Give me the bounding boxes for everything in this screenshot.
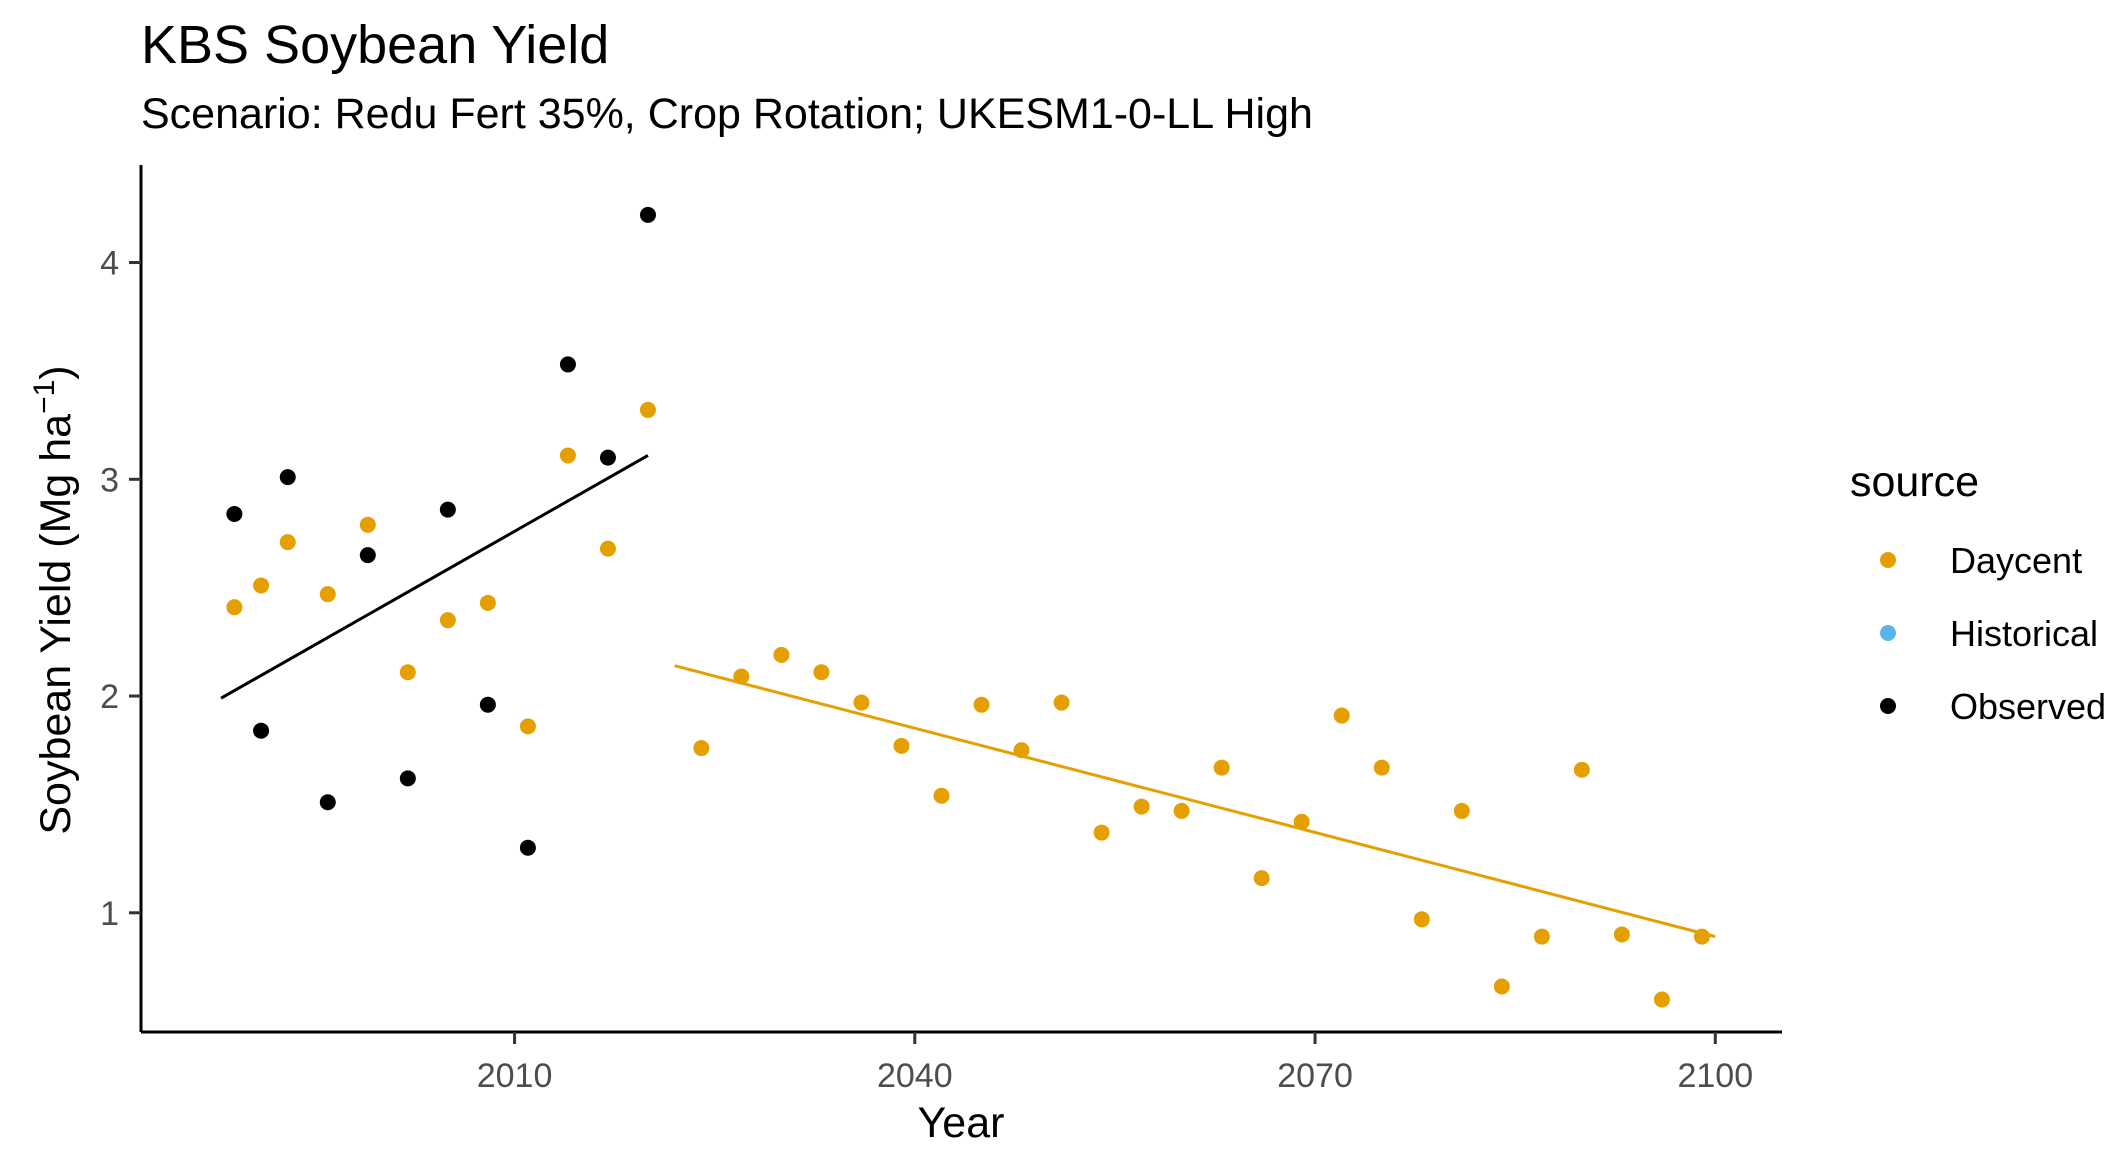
data-points (226, 206, 1710, 1008)
x-tick-label: 2100 (1677, 1057, 1753, 1095)
data-point-daycent (1573, 761, 1590, 778)
data-point-daycent (1653, 991, 1670, 1008)
y-tick-label: 2 (100, 678, 119, 716)
data-point-daycent (1533, 928, 1550, 945)
y-axis-ticks: 1 2 3 4 (100, 245, 141, 933)
data-point-daycent (933, 787, 950, 804)
data-point-observed (439, 501, 456, 518)
data-point-daycent (1373, 759, 1390, 776)
legend-label-historical: Historical (1950, 613, 2098, 654)
data-point-daycent (439, 612, 456, 629)
data-point-daycent (1613, 926, 1630, 943)
y-axis-title-text: Soybean Yield (Mg ha (32, 414, 80, 835)
data-point-daycent (733, 668, 750, 685)
data-point-daycent (1333, 707, 1350, 724)
legend-label-observed: Observed (1950, 686, 2106, 727)
legend-items: Daycent Historical Observed (1880, 540, 2106, 727)
y-tick-label: 4 (100, 245, 119, 283)
data-point-observed (519, 839, 536, 856)
data-point-observed (599, 449, 616, 466)
data-point-daycent (973, 696, 990, 713)
y-axis-title-superscript: −1 (28, 380, 61, 414)
trend-lines (220, 454, 1716, 939)
data-point-observed (279, 469, 296, 486)
trend-line-daycent (674, 664, 1716, 939)
legend: source Daycent Historical Observed (1850, 458, 2106, 727)
data-point-daycent (693, 740, 710, 757)
data-point-daycent (813, 664, 830, 681)
chart-title: KBS Soybean Yield (141, 15, 610, 75)
x-axis-ticks: 2010 2040 2070 2100 (477, 1032, 1753, 1095)
y-tick-label: 3 (100, 461, 119, 499)
data-point-observed (359, 547, 376, 564)
data-point-daycent (1093, 824, 1110, 841)
legend-key-daycent (1880, 552, 1896, 568)
data-point-daycent (1213, 759, 1230, 776)
data-point-daycent (639, 401, 656, 418)
x-tick-label: 2010 (477, 1057, 553, 1095)
data-point-daycent (599, 540, 616, 557)
data-point-daycent (1493, 978, 1510, 995)
data-point-daycent (253, 577, 270, 594)
legend-key-historical (1880, 625, 1896, 641)
y-axis-title-close: ) (32, 365, 80, 379)
data-point-observed (399, 770, 416, 787)
data-point-daycent (893, 737, 910, 754)
data-point-daycent (853, 694, 870, 711)
data-point-daycent (1253, 870, 1270, 887)
data-point-daycent (519, 718, 536, 735)
data-point-daycent (479, 594, 496, 611)
x-tick-label: 2070 (1277, 1057, 1353, 1095)
data-point-observed (253, 722, 270, 739)
data-point-daycent (773, 646, 790, 663)
y-axis-title: Soybean Yield (Mg ha−1) (28, 365, 80, 834)
data-point-daycent (1053, 694, 1070, 711)
data-point-daycent (226, 599, 243, 616)
chart-subtitle: Scenario: Redu Fert 35%, Crop Rotation; … (141, 90, 1313, 138)
data-point-daycent (1013, 742, 1030, 759)
data-point-observed (319, 794, 336, 811)
data-point-daycent (559, 447, 576, 464)
legend-label-daycent: Daycent (1950, 540, 2082, 581)
data-point-daycent (1413, 911, 1430, 928)
legend-title: source (1850, 458, 1979, 506)
x-tick-label: 2040 (877, 1057, 953, 1095)
legend-key-observed (1880, 698, 1896, 714)
data-point-observed (479, 696, 496, 713)
data-point-daycent (1293, 813, 1310, 830)
y-tick-label: 1 (100, 895, 119, 933)
data-point-observed (559, 356, 576, 373)
data-point-daycent (279, 534, 296, 551)
data-point-daycent (359, 516, 376, 533)
data-point-daycent (1133, 798, 1150, 815)
data-point-daycent (399, 664, 416, 681)
data-point-daycent (319, 586, 336, 603)
data-point-daycent (1173, 802, 1190, 819)
data-point-observed (639, 206, 656, 223)
x-axis-title: Year (918, 1099, 1005, 1147)
data-point-observed (226, 505, 243, 522)
data-point-daycent (1693, 928, 1710, 945)
trend-line-observed (220, 454, 649, 700)
data-point-daycent (1453, 802, 1470, 819)
